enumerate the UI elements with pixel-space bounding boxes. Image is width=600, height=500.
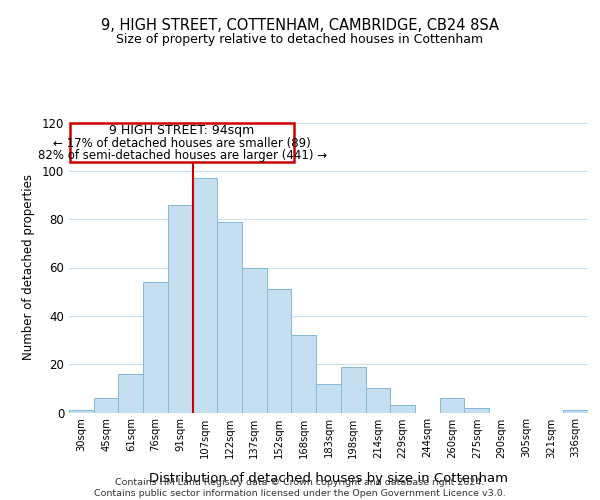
Y-axis label: Number of detached properties: Number of detached properties: [22, 174, 35, 360]
X-axis label: Distribution of detached houses by size in Cottenham: Distribution of detached houses by size …: [149, 472, 508, 484]
FancyBboxPatch shape: [70, 122, 294, 162]
Text: 9 HIGH STREET: 94sqm: 9 HIGH STREET: 94sqm: [109, 124, 254, 136]
Bar: [143, 282, 168, 412]
Bar: [365, 388, 390, 412]
Bar: [217, 222, 242, 412]
Bar: [94, 398, 118, 412]
Text: Size of property relative to detached houses in Cottenham: Size of property relative to detached ho…: [116, 32, 484, 46]
Bar: [168, 204, 193, 412]
Bar: [292, 335, 316, 412]
Bar: [440, 398, 464, 412]
Text: Contains HM Land Registry data © Crown copyright and database right 2024.: Contains HM Land Registry data © Crown c…: [115, 478, 485, 487]
Bar: [563, 410, 588, 412]
Text: ← 17% of detached houses are smaller (89): ← 17% of detached houses are smaller (89…: [53, 136, 311, 149]
Bar: [69, 410, 94, 412]
Bar: [193, 178, 217, 412]
Bar: [242, 268, 267, 412]
Bar: [118, 374, 143, 412]
Bar: [341, 366, 365, 412]
Text: 82% of semi-detached houses are larger (441) →: 82% of semi-detached houses are larger (…: [38, 150, 326, 162]
Bar: [390, 405, 415, 412]
Bar: [464, 408, 489, 412]
Bar: [267, 289, 292, 412]
Text: 9, HIGH STREET, COTTENHAM, CAMBRIDGE, CB24 8SA: 9, HIGH STREET, COTTENHAM, CAMBRIDGE, CB…: [101, 18, 499, 32]
Text: Contains public sector information licensed under the Open Government Licence v3: Contains public sector information licen…: [94, 488, 506, 498]
Bar: [316, 384, 341, 412]
